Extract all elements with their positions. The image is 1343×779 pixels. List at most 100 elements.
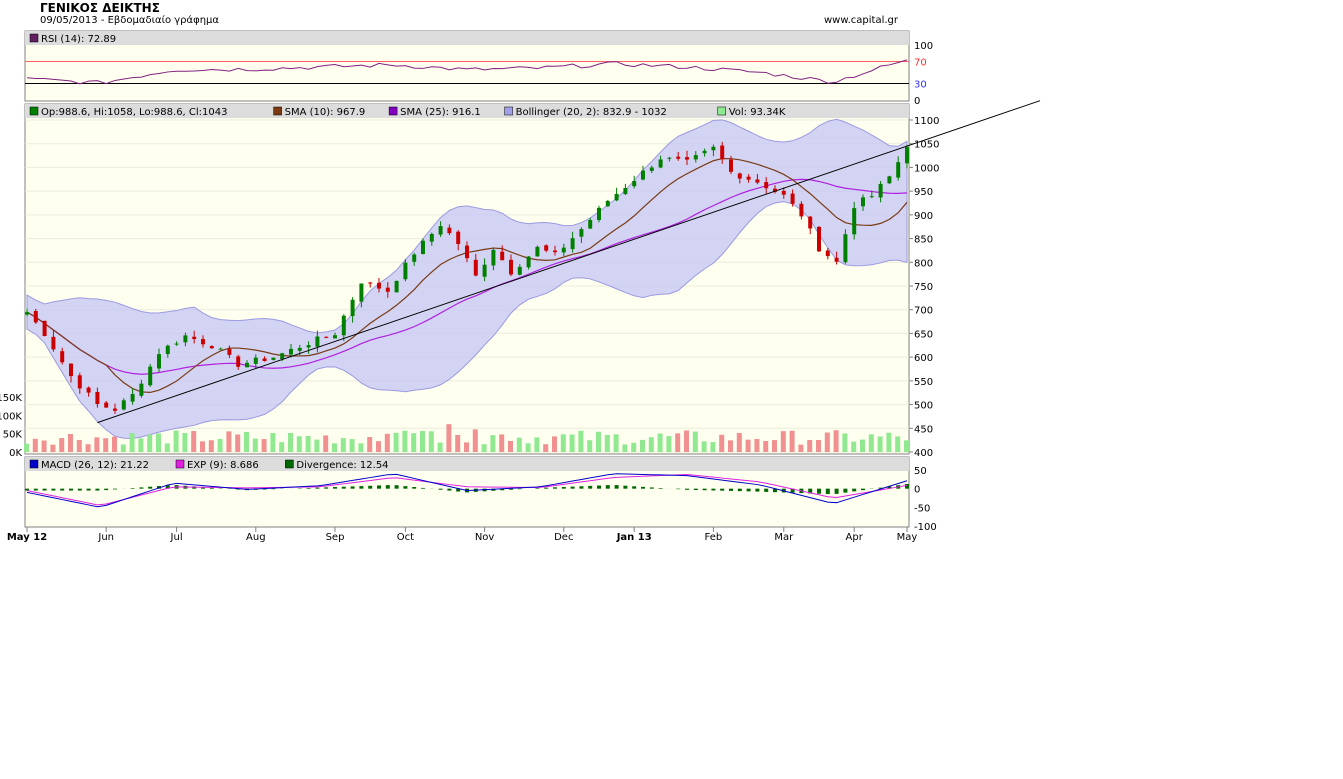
divergence-bar xyxy=(746,488,751,492)
candle-body xyxy=(720,145,725,160)
candle-body xyxy=(561,247,566,253)
volume-bar xyxy=(807,440,813,452)
legend-swatch xyxy=(504,106,513,116)
price-tick-label: 600 xyxy=(914,353,933,364)
candle-body xyxy=(614,193,619,201)
volume-bar xyxy=(736,432,742,452)
divergence-bar xyxy=(834,488,839,494)
x-tick-label: Oct xyxy=(397,532,414,543)
candle-body xyxy=(808,216,813,229)
divergence-bar xyxy=(605,485,610,489)
candle-body xyxy=(658,159,663,168)
volume-bar xyxy=(534,437,540,452)
macd-line xyxy=(26,473,908,508)
candle-body xyxy=(218,348,223,350)
x-tick-label: Dec xyxy=(554,532,573,543)
divergence-bar xyxy=(553,487,557,489)
legend-label: RSI (14): 72.89 xyxy=(41,34,116,45)
volume-bar xyxy=(420,431,425,452)
candle-body xyxy=(570,238,575,250)
volume-bar xyxy=(103,438,109,452)
volume-bar xyxy=(886,432,892,452)
candle-body xyxy=(535,246,540,257)
divergence-bar xyxy=(271,488,276,490)
candle-body xyxy=(799,203,804,217)
legend-swatch xyxy=(29,106,39,116)
candle-body xyxy=(315,336,320,347)
divergence-bar xyxy=(693,488,698,491)
divergence-bar xyxy=(113,488,117,490)
divergence-bar xyxy=(764,488,769,492)
divergence-bar xyxy=(51,488,56,491)
divergence-bar xyxy=(597,485,601,489)
divergence-bar xyxy=(702,488,707,491)
legend-swatch xyxy=(273,106,282,116)
volume-bar xyxy=(701,441,707,452)
price-tick-label: 650 xyxy=(914,329,933,340)
volume-bar xyxy=(261,439,267,452)
site-link[interactable]: www.capital.gr xyxy=(824,15,899,26)
x-tick-label: May xyxy=(897,532,918,543)
volume-bar xyxy=(833,430,839,452)
volume-tick-label: 0K xyxy=(9,448,22,459)
legend-swatch xyxy=(175,459,185,469)
rsi-tick-label: 0 xyxy=(914,96,920,107)
x-tick-label: Jan 13 xyxy=(616,532,652,543)
volume-bar xyxy=(349,439,355,452)
volume-tick-label: 100K xyxy=(0,411,22,422)
x-tick-label: May 12 xyxy=(7,532,47,543)
candle-body xyxy=(737,173,742,179)
candle-body xyxy=(623,187,628,195)
candle-body xyxy=(113,408,117,411)
legend-swatch xyxy=(388,106,398,116)
divergence-bar xyxy=(350,486,355,489)
volume-bar xyxy=(446,424,452,452)
volume-bar xyxy=(525,443,531,452)
legend-swatch xyxy=(29,459,39,469)
x-tick-label: Mar xyxy=(774,532,794,543)
volume-bar xyxy=(384,433,390,452)
legend-label: MACD (26, 12): 21.22 xyxy=(41,460,149,471)
candle-body xyxy=(861,197,865,207)
candle-body xyxy=(359,283,364,302)
divergence-bar xyxy=(438,488,443,490)
volume-bar xyxy=(32,438,38,452)
volume-bar xyxy=(138,438,144,452)
divergence-bar xyxy=(623,485,628,489)
candle-body xyxy=(605,200,610,207)
candle-body xyxy=(878,183,883,198)
candle-body xyxy=(69,363,73,377)
volume-bar xyxy=(191,431,197,452)
candle-body xyxy=(385,287,390,292)
macd-legend-bar xyxy=(25,457,909,471)
divergence-bar xyxy=(808,488,813,494)
divergence-bar xyxy=(878,487,883,489)
candle-body xyxy=(817,226,821,252)
candle-body xyxy=(148,366,153,386)
volume-bar xyxy=(789,430,795,452)
divergence-bar xyxy=(544,487,549,489)
candle-body xyxy=(649,167,654,171)
volume-bar xyxy=(472,429,478,452)
rsi-tick-label: 70 xyxy=(914,58,927,69)
x-tick-label: Sep xyxy=(326,532,345,543)
candle-body xyxy=(509,259,513,275)
candle-body xyxy=(51,336,56,350)
divergence-bar xyxy=(262,488,267,490)
volume-bar xyxy=(235,434,241,452)
volume-bar xyxy=(648,437,654,452)
volume-bar xyxy=(50,444,56,452)
volume-bar xyxy=(173,430,179,452)
price-tick-label: 550 xyxy=(914,377,933,388)
candle-body xyxy=(333,335,337,339)
volume-bar xyxy=(464,442,469,452)
macd-tick-label: -50 xyxy=(914,503,930,514)
candle-body xyxy=(438,226,443,235)
volume-bar xyxy=(147,434,153,452)
price-legend-bar xyxy=(25,104,909,118)
legend-swatch xyxy=(285,459,294,469)
candle-body xyxy=(746,176,751,180)
volume-bar xyxy=(24,443,29,452)
volume-bar xyxy=(895,436,901,452)
